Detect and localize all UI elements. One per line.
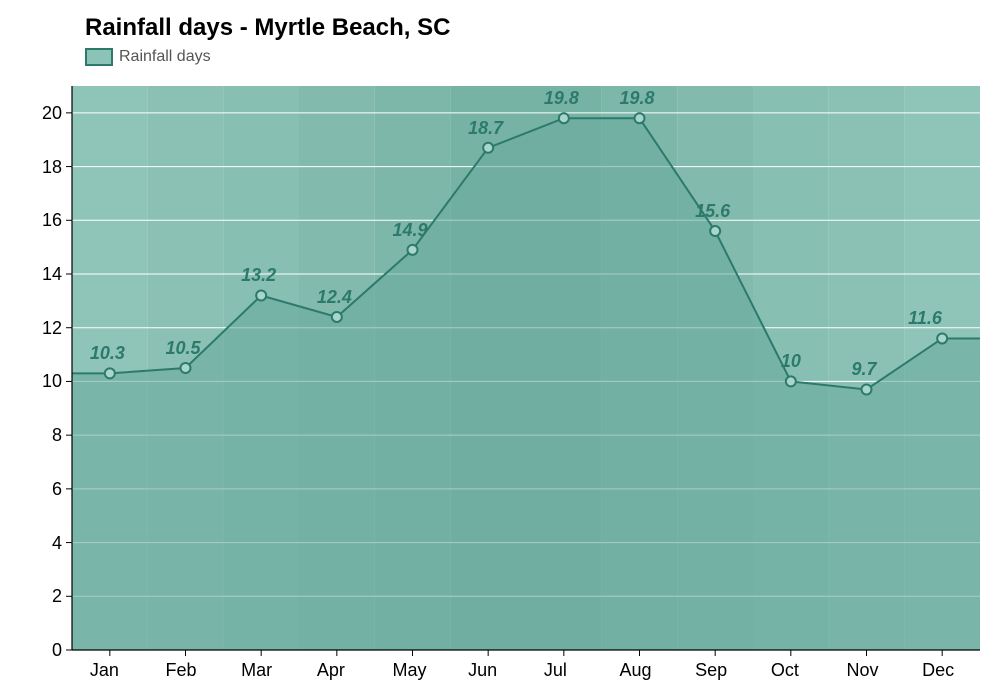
x-tick-label: Feb	[166, 660, 197, 681]
x-tick-label: Mar	[241, 660, 272, 681]
y-tick-label: 4	[52, 533, 62, 554]
x-tick-label: Apr	[317, 660, 345, 681]
y-tick-label: 0	[52, 640, 62, 661]
data-label: 18.7	[468, 118, 503, 139]
data-label: 19.8	[544, 88, 579, 109]
data-label: 10.5	[166, 338, 201, 359]
data-label: 10	[781, 351, 801, 372]
y-tick-label: 12	[42, 318, 62, 339]
data-marker	[710, 226, 720, 236]
data-label: 19.8	[620, 88, 655, 109]
x-tick-label: May	[393, 660, 427, 681]
data-label: 12.4	[317, 287, 352, 308]
x-tick-label: Jan	[90, 660, 119, 681]
x-tick-label: Jul	[544, 660, 567, 681]
data-label: 13.2	[241, 265, 276, 286]
y-tick-label: 16	[42, 210, 62, 231]
data-marker	[256, 290, 266, 300]
y-tick-label: 6	[52, 479, 62, 500]
y-tick-label: 18	[42, 157, 62, 178]
data-marker	[559, 113, 569, 123]
data-marker	[786, 376, 796, 386]
rainfall-chart: Rainfall days - Myrtle Beach, SC Rainfal…	[0, 0, 1000, 700]
data-label: 9.7	[852, 359, 877, 380]
x-tick-label: Dec	[922, 660, 954, 681]
y-tick-label: 10	[42, 371, 62, 392]
x-tick-label: Jun	[468, 660, 497, 681]
data-label: 15.6	[695, 201, 730, 222]
y-tick-label: 2	[52, 586, 62, 607]
y-tick-label: 14	[42, 264, 62, 285]
y-tick-label: 8	[52, 425, 62, 446]
chart-svg	[0, 0, 1000, 700]
data-marker	[635, 113, 645, 123]
data-marker	[408, 245, 418, 255]
x-tick-label: Nov	[847, 660, 879, 681]
data-marker	[332, 312, 342, 322]
x-tick-label: Aug	[620, 660, 652, 681]
data-marker	[937, 333, 947, 343]
data-label: 10.3	[90, 343, 125, 364]
x-tick-label: Oct	[771, 660, 799, 681]
data-marker	[181, 363, 191, 373]
data-marker	[862, 384, 872, 394]
data-marker	[483, 143, 493, 153]
x-tick-label: Sep	[695, 660, 727, 681]
data-label: 11.6	[908, 308, 942, 329]
y-tick-label: 20	[42, 103, 62, 124]
data-marker	[105, 368, 115, 378]
data-label: 14.9	[393, 220, 428, 241]
